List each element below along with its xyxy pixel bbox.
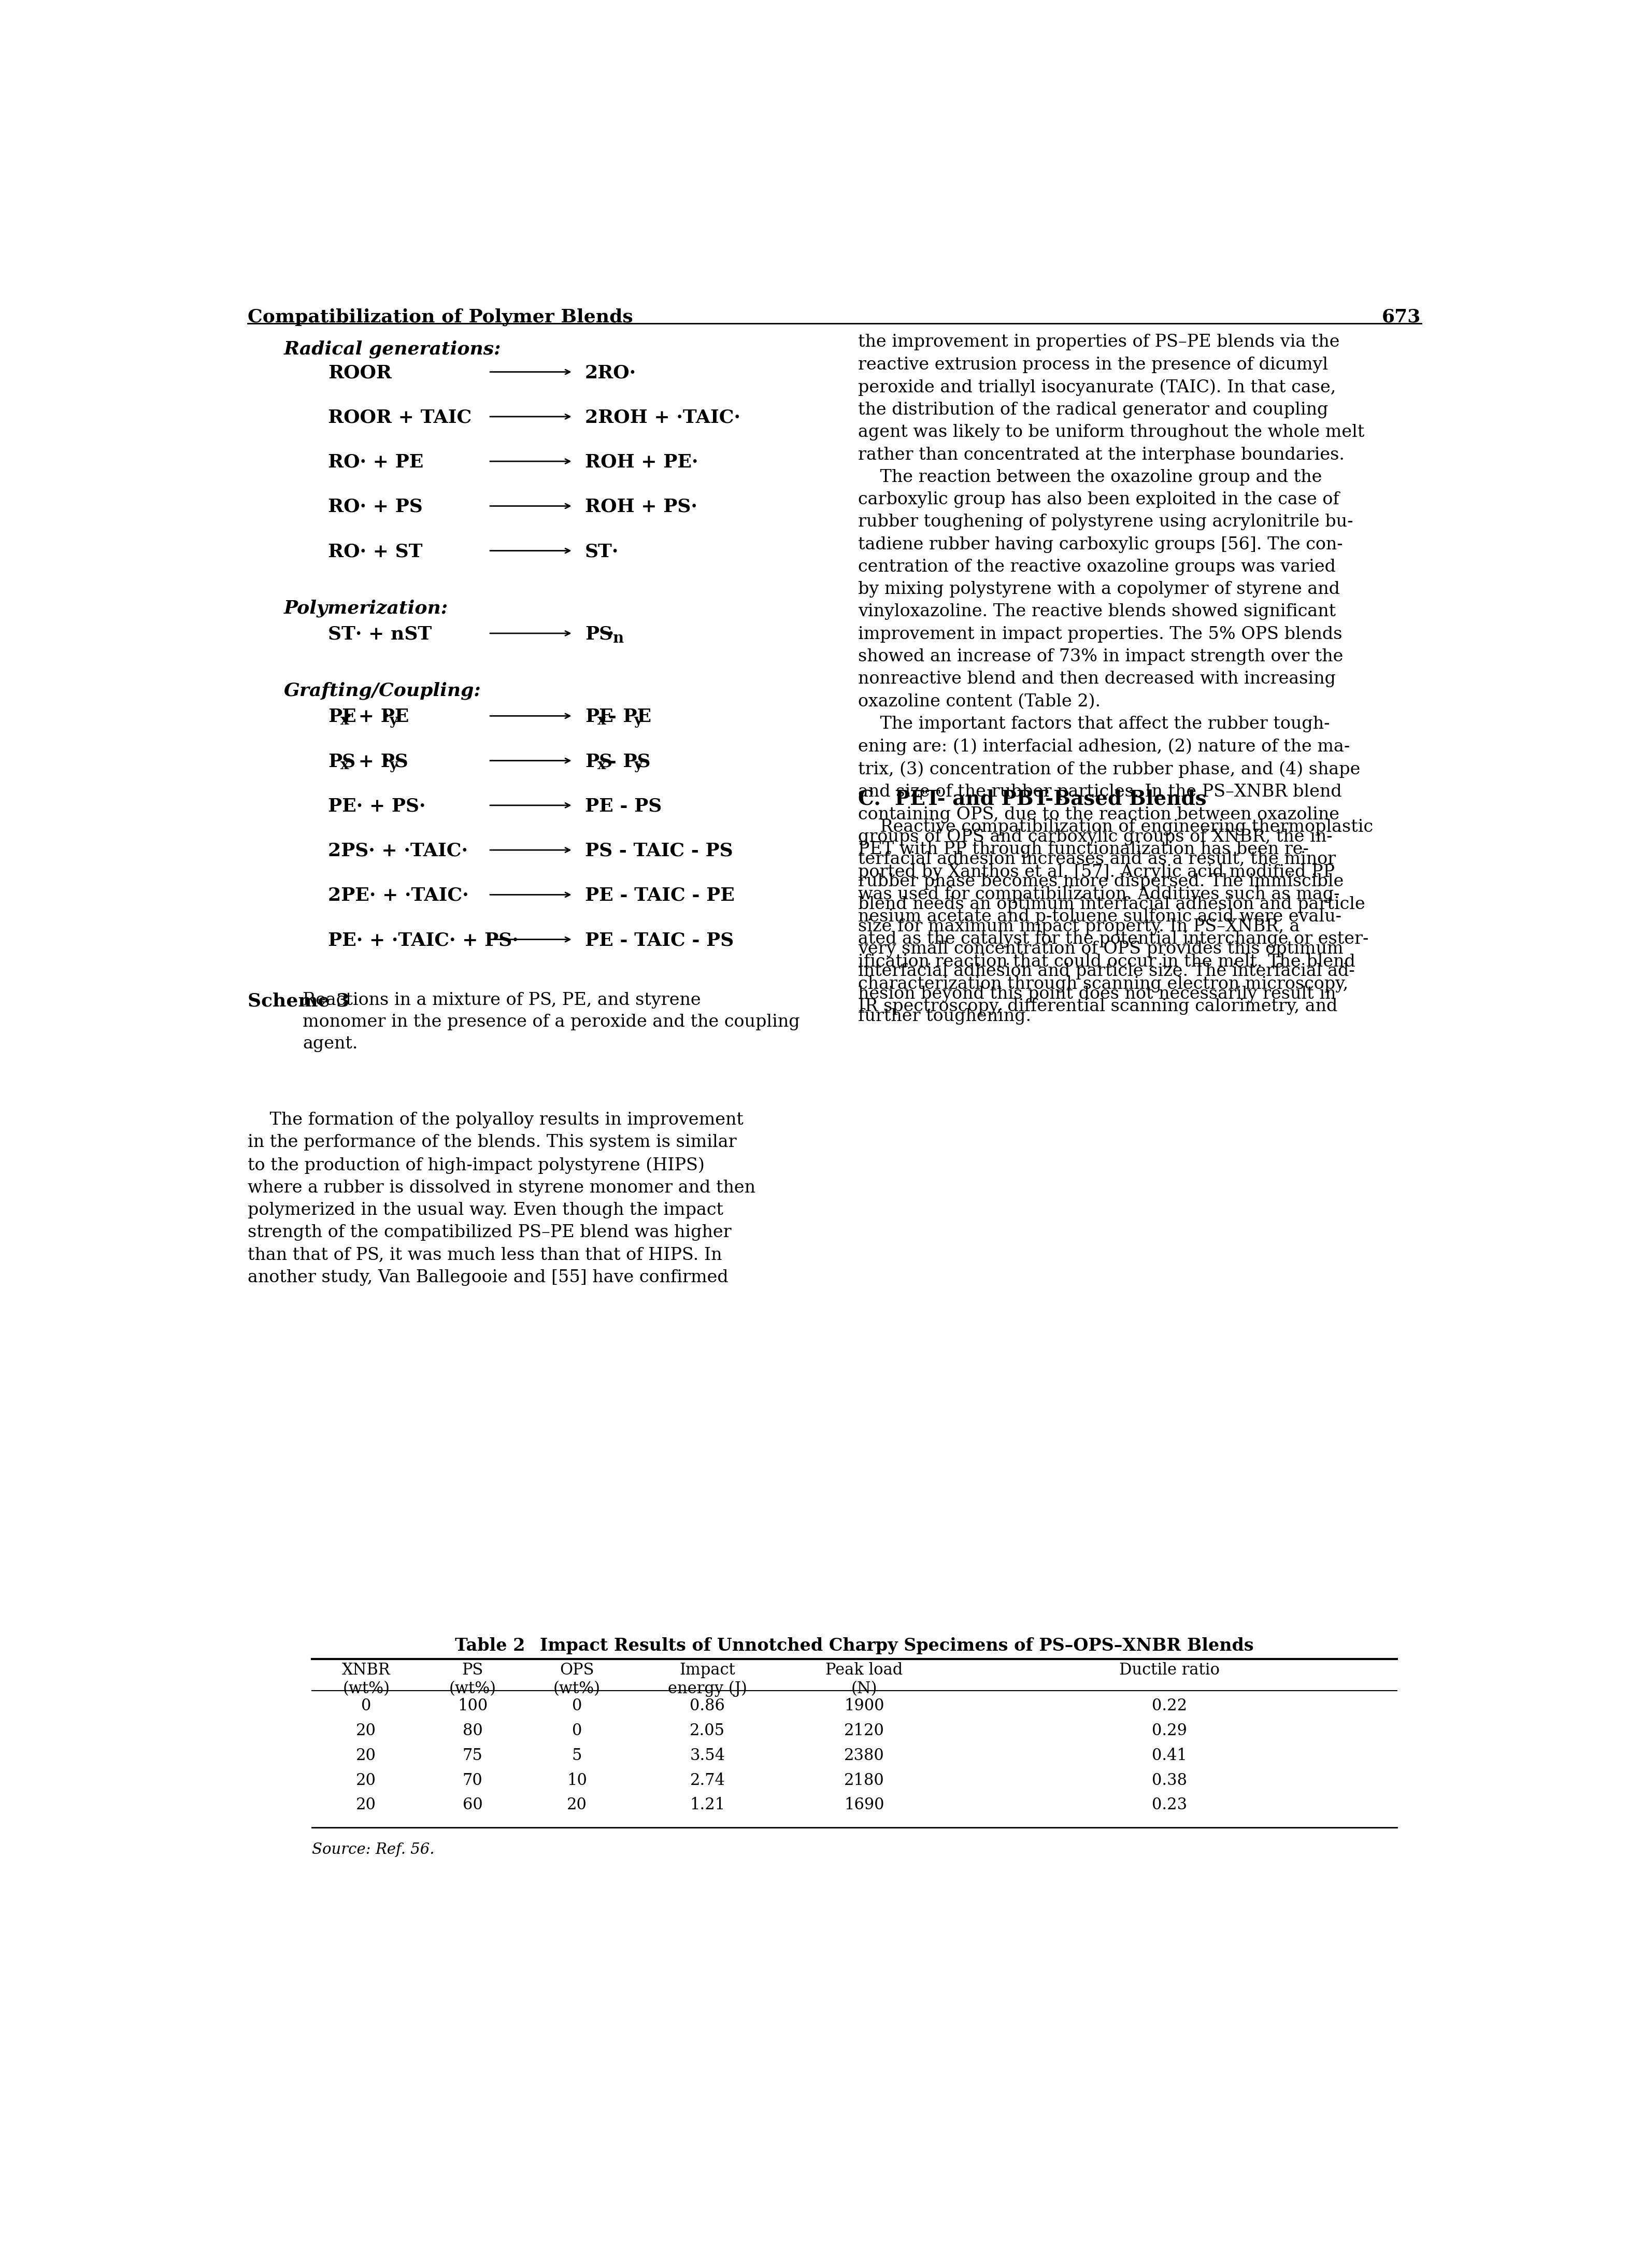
Text: ·: · <box>345 708 352 726</box>
Text: + PS: + PS <box>352 753 409 771</box>
Text: Radical generations:: Radical generations: <box>283 340 501 358</box>
Text: RO· + PE: RO· + PE <box>327 454 423 472</box>
Text: 1690: 1690 <box>843 1796 884 1812</box>
Text: ROH + PS·: ROH + PS· <box>584 499 697 515</box>
Text: PE: PE <box>584 708 614 726</box>
Text: Polymerization:: Polymerization: <box>283 599 448 617</box>
Text: OPS
(wt%): OPS (wt%) <box>554 1662 601 1696</box>
Text: 70: 70 <box>462 1771 482 1789</box>
Text: 0.23: 0.23 <box>1153 1796 1187 1812</box>
Text: ROOR + TAIC: ROOR + TAIC <box>327 408 472 426</box>
Text: PE: PE <box>327 708 357 726</box>
Text: - PS: - PS <box>602 753 651 771</box>
Text: 0.22: 0.22 <box>1153 1699 1187 1715</box>
Text: 3.54: 3.54 <box>690 1749 724 1765</box>
Text: C.  PET- and PBT-Based Blends: C. PET- and PBT-Based Blends <box>858 789 1206 810</box>
Text: PE - TAIC - PS: PE - TAIC - PS <box>584 932 734 948</box>
Text: 1900: 1900 <box>843 1699 884 1715</box>
Text: y: y <box>389 714 397 728</box>
Text: 100: 100 <box>457 1699 488 1715</box>
Text: 0: 0 <box>571 1699 581 1715</box>
Text: x: x <box>597 714 606 728</box>
Text: ROH + PE·: ROH + PE· <box>584 454 698 472</box>
Text: ·: · <box>607 626 614 642</box>
Text: 10: 10 <box>567 1771 588 1789</box>
Text: ·: · <box>383 753 389 771</box>
Text: Ductile ratio: Ductile ratio <box>1120 1662 1219 1678</box>
Text: 20: 20 <box>357 1724 376 1740</box>
Text: 2PE· + ·TAIC·: 2PE· + ·TAIC· <box>327 887 469 905</box>
Text: 2.05: 2.05 <box>690 1724 724 1740</box>
Text: 2.74: 2.74 <box>690 1771 724 1789</box>
Text: x: x <box>340 714 348 728</box>
Text: PE - PS: PE - PS <box>584 798 663 814</box>
Text: Source: Ref. 56.: Source: Ref. 56. <box>313 1842 435 1857</box>
Text: PS: PS <box>584 626 612 642</box>
Text: 20: 20 <box>357 1796 376 1812</box>
Text: 5: 5 <box>571 1749 581 1765</box>
Text: 0: 0 <box>571 1724 581 1740</box>
Text: The formation of the polyalloy results in improvement
in the performance of the : The formation of the polyalloy results i… <box>247 1111 755 1286</box>
Text: 20: 20 <box>357 1771 376 1789</box>
Text: XNBR
(wt%): XNBR (wt%) <box>342 1662 391 1696</box>
Text: 20: 20 <box>567 1796 588 1812</box>
Text: ·: · <box>383 708 389 726</box>
Text: ST·: ST· <box>584 542 619 560</box>
Text: 0: 0 <box>361 1699 371 1715</box>
Text: 80: 80 <box>462 1724 482 1740</box>
Text: n: n <box>614 631 624 646</box>
Text: PE - TAIC - PE: PE - TAIC - PE <box>584 887 734 905</box>
Text: 2PS· + ·TAIC·: 2PS· + ·TAIC· <box>327 841 467 860</box>
Text: x: x <box>340 758 348 771</box>
Text: PS: PS <box>584 753 612 771</box>
Text: - PE: - PE <box>602 708 651 726</box>
Text: the improvement in properties of PS–PE blends via the
reactive extrusion process: the improvement in properties of PS–PE b… <box>858 333 1366 1025</box>
Text: 0.86: 0.86 <box>690 1699 724 1715</box>
Text: 60: 60 <box>462 1796 482 1812</box>
Text: 0.29: 0.29 <box>1153 1724 1187 1740</box>
Text: 2RO·: 2RO· <box>584 363 637 381</box>
Text: Reactions in a mixture of PS, PE, and styrene
monomer in the presence of a perox: Reactions in a mixture of PS, PE, and st… <box>303 991 799 1052</box>
Text: PS: PS <box>327 753 355 771</box>
Text: PS - TAIC - PS: PS - TAIC - PS <box>584 841 733 860</box>
Text: y: y <box>633 714 641 728</box>
Text: 1.21: 1.21 <box>690 1796 724 1812</box>
Text: RO· + ST: RO· + ST <box>327 542 423 560</box>
Text: Compatibilization of Polymer Blends: Compatibilization of Polymer Blends <box>247 308 633 327</box>
Text: ROOR: ROOR <box>327 363 392 381</box>
Text: y: y <box>389 758 397 771</box>
Text: RO· + PS: RO· + PS <box>327 499 423 515</box>
Text: PE· + PS·: PE· + PS· <box>327 798 425 814</box>
Text: 20: 20 <box>357 1749 376 1765</box>
Text: 2180: 2180 <box>843 1771 884 1789</box>
Text: 75: 75 <box>462 1749 482 1765</box>
Text: + PE: + PE <box>352 708 409 726</box>
Text: PS
(wt%): PS (wt%) <box>449 1662 497 1696</box>
Text: Grafting/Coupling:: Grafting/Coupling: <box>283 683 482 701</box>
Text: 2ROH + ·TAIC·: 2ROH + ·TAIC· <box>584 408 741 426</box>
Text: ·: · <box>345 753 352 771</box>
Text: 0.41: 0.41 <box>1153 1749 1187 1765</box>
Text: Reactive compatibilization of engineering thermoplastic
PET with PP through func: Reactive compatibilization of engineerin… <box>858 819 1372 1014</box>
Text: ST· + nST: ST· + nST <box>327 626 431 642</box>
Text: PE· + ·TAIC· + PS·: PE· + ·TAIC· + PS· <box>327 932 519 948</box>
Text: 2380: 2380 <box>843 1749 884 1765</box>
Text: Table 2  Impact Results of Unnotched Charpy Specimens of PS–OPS–XNBR Blends: Table 2 Impact Results of Unnotched Char… <box>456 1637 1254 1653</box>
Text: Impact
energy (J): Impact energy (J) <box>667 1662 747 1696</box>
Text: Peak load
(N): Peak load (N) <box>825 1662 904 1696</box>
Text: y: y <box>633 758 641 771</box>
Text: Scheme 3: Scheme 3 <box>247 991 350 1009</box>
Text: 2120: 2120 <box>843 1724 884 1740</box>
Text: 0.38: 0.38 <box>1153 1771 1187 1789</box>
Text: 673: 673 <box>1382 308 1421 327</box>
Text: x: x <box>597 758 606 771</box>
